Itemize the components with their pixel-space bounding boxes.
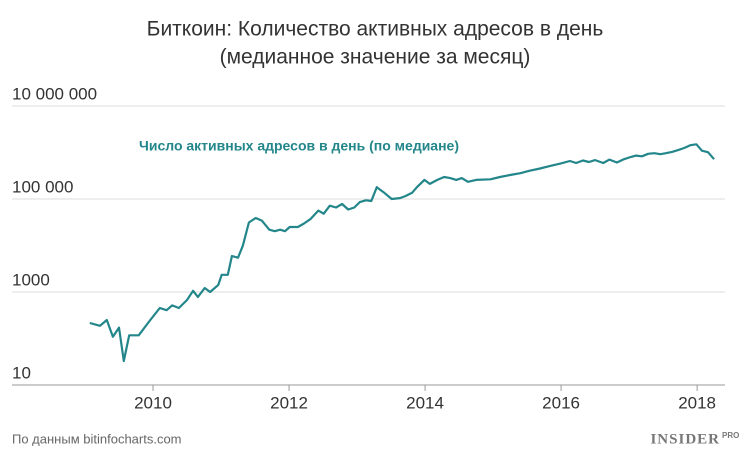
x-tick-label: 2016 (542, 393, 580, 412)
data-line (89, 143, 715, 363)
x-tick-label: 2012 (270, 393, 308, 412)
source: По данным bitinfocharts.com (12, 431, 182, 446)
x-tick-label: 2018 (678, 393, 716, 412)
y-tick-label: 10 (12, 363, 31, 382)
x-tick-label: 2010 (134, 393, 172, 412)
logo: INSIDER (650, 431, 720, 447)
logo-suffix: PRO (722, 431, 739, 440)
y-tick-label: 100 000 (12, 177, 73, 196)
chart-title: Биткоин: Количество активных адресов в д… (147, 18, 604, 41)
x-tick-label: 2014 (406, 393, 444, 412)
y-tick-label: 1000 (12, 270, 50, 289)
y-tick-label: 10 000 000 (12, 84, 97, 103)
annotation: Число активных адресов в день (по медиан… (139, 138, 459, 154)
chart-subtitle: (медианное значение за месяц) (220, 46, 531, 69)
